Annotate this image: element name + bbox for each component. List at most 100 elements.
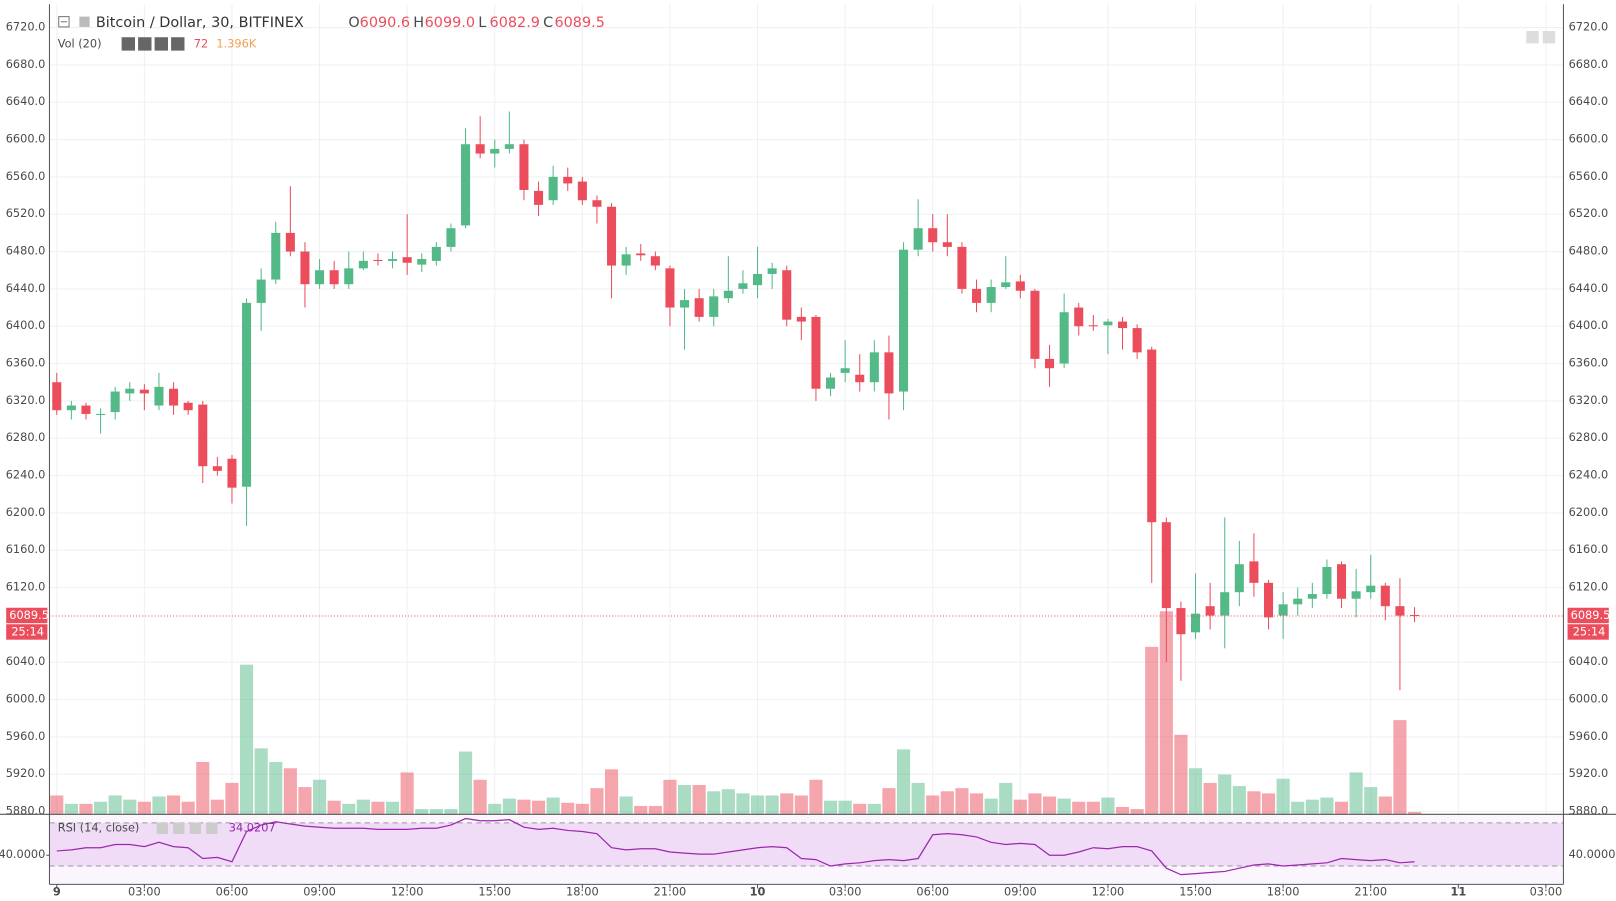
volume-bar [1159, 611, 1173, 815]
x-tick-label: 18:00 [1267, 885, 1300, 899]
volume-bar [371, 801, 385, 815]
volume-bar [575, 803, 589, 815]
y-tick-label: 6520.0 [6, 206, 46, 220]
volume-bar [1101, 797, 1115, 815]
volume-bar [1407, 812, 1422, 815]
x-tick-label: 06:00 [216, 885, 249, 899]
candle-body [928, 228, 938, 243]
y-tick-label: 6040.0 [1569, 654, 1609, 668]
last-price-label: 6089.5 [1571, 608, 1611, 622]
candle-body [709, 296, 719, 317]
volume-bar [79, 803, 93, 815]
y-tick-label: 5880.0 [6, 804, 46, 818]
volume-bar [1320, 797, 1334, 815]
candle-layer [52, 111, 1420, 691]
candle-body [475, 144, 485, 154]
y-tick-label: 6000.0 [1569, 692, 1609, 706]
candle-body [1220, 592, 1230, 616]
ohlc-value: 6089.5 [554, 15, 604, 31]
y-tick-label: 6000.0 [6, 692, 46, 706]
candle-body [285, 232, 295, 252]
toolbar-icon[interactable] [1526, 31, 1539, 44]
ohlc-key: H [413, 15, 424, 31]
y-tick-label: 6120.0 [6, 580, 46, 594]
button[interactable] [121, 37, 136, 51]
volume-bar [794, 795, 808, 815]
x-tick-label: 9 [53, 885, 61, 899]
y-tick-label: 6280.0 [6, 430, 46, 444]
y-tick-label: 6720.0 [1569, 20, 1609, 34]
candle-body [358, 260, 368, 269]
y-tick-label: 6440.0 [6, 281, 46, 295]
volume-bar [721, 789, 735, 815]
volume-bar [181, 801, 195, 815]
volume-bar [1378, 796, 1392, 815]
y-tick-label: 6240.0 [1569, 468, 1609, 482]
volume-bar [531, 800, 546, 815]
candle-body [388, 259, 398, 261]
volume-bar [312, 779, 327, 815]
candle-body [461, 144, 471, 226]
rsi-label: RSI (14, close) [58, 821, 140, 835]
candle-body [110, 391, 120, 413]
volume-bar [196, 761, 210, 815]
volume-bar [385, 801, 400, 815]
candle-body [650, 256, 660, 266]
volume-ma-value: 1.396K [216, 36, 256, 50]
y-tick-label: 6040.0 [6, 654, 46, 668]
volume-bar [765, 795, 779, 815]
candle-body [154, 386, 164, 406]
candle-body [855, 374, 865, 383]
x-tick-label: 03:00 [829, 885, 862, 899]
candle-body [1147, 349, 1157, 523]
volume-bar [283, 768, 297, 815]
volume-bar [867, 803, 881, 815]
volume-bar [458, 751, 473, 815]
toolbar-icon[interactable] [1542, 31, 1556, 44]
candle-body [577, 181, 587, 201]
countdown-label: 25:14 [1573, 624, 1606, 638]
volume-bar [838, 800, 852, 815]
candle-body [826, 377, 836, 389]
volume-bar [648, 805, 662, 815]
volume-bar [1218, 774, 1232, 815]
button[interactable] [173, 822, 185, 834]
symbol-title: Bitcoin / Dollar, 30, BITFINEX [96, 15, 304, 31]
volume-bar [911, 782, 925, 815]
volume-bar [239, 664, 254, 815]
volume-bar [1393, 720, 1407, 815]
y-tick-label: 6280.0 [1569, 430, 1609, 444]
volume-bar [1305, 799, 1319, 815]
y-tick-label: 6640.0 [6, 94, 46, 108]
volume-bar [1203, 782, 1217, 815]
candle-body [1191, 613, 1201, 633]
y-tick-label: 6160.0 [1569, 542, 1609, 556]
volume-bar [736, 793, 750, 815]
candle-body [431, 246, 441, 261]
price-badge [1567, 607, 1609, 624]
volume-bar [1334, 801, 1349, 815]
y-tick-label: 6360.0 [6, 356, 46, 370]
volume-label: Vol (20) [58, 36, 102, 50]
volume-bar [1013, 799, 1027, 815]
button[interactable] [138, 37, 152, 51]
button[interactable] [154, 37, 168, 51]
candle-body [490, 148, 500, 154]
candle-body [840, 368, 850, 373]
y-tick-label: 6480.0 [1569, 244, 1609, 258]
volume-bar [1349, 772, 1363, 815]
y-tick-label: 6600.0 [1569, 132, 1609, 146]
button[interactable] [171, 37, 185, 51]
symbol-icon [79, 16, 90, 27]
volume-bar [1247, 791, 1261, 815]
candle-body [811, 316, 821, 389]
collapse-icon[interactable] [58, 16, 70, 28]
button[interactable] [156, 822, 168, 834]
button[interactable] [206, 822, 218, 834]
volume-bar [444, 809, 458, 815]
x-tick-label: 18:00 [566, 885, 599, 899]
button[interactable] [189, 822, 201, 834]
volume-bar [152, 796, 166, 815]
ohlc-key: O [348, 15, 359, 31]
